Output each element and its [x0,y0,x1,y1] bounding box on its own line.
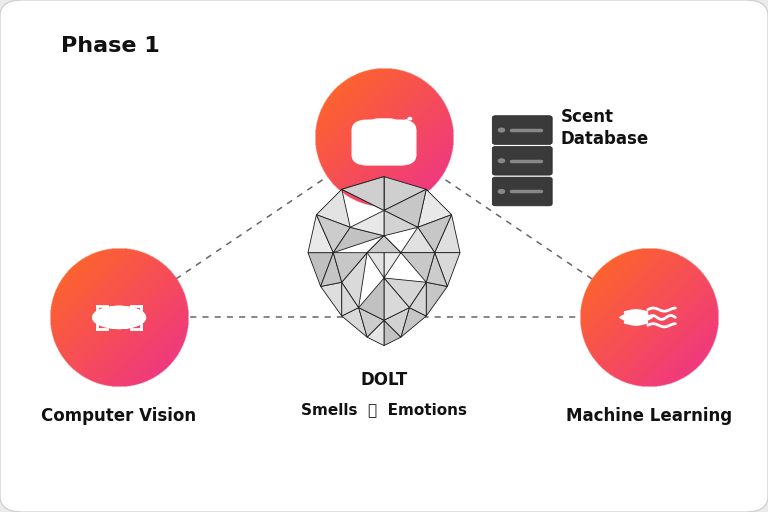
Circle shape [111,312,127,323]
Circle shape [408,117,412,120]
Polygon shape [384,308,409,337]
Polygon shape [342,177,384,210]
Text: Phase 1: Phase 1 [61,36,161,56]
Polygon shape [367,236,384,278]
Polygon shape [333,253,367,282]
FancyBboxPatch shape [492,146,552,175]
Circle shape [115,315,123,320]
FancyBboxPatch shape [492,116,552,144]
Text: Scent
Database: Scent Database [561,108,649,148]
Polygon shape [321,253,342,287]
Circle shape [498,189,505,194]
Polygon shape [426,282,447,316]
Circle shape [408,122,412,124]
Text: Machine Learning: Machine Learning [566,407,732,425]
Polygon shape [342,282,359,316]
Polygon shape [350,210,384,236]
FancyBboxPatch shape [492,177,552,206]
Text: DOLT: DOLT [360,371,408,389]
Polygon shape [359,278,384,321]
Polygon shape [321,282,342,316]
Polygon shape [384,177,426,210]
Polygon shape [384,189,426,227]
Polygon shape [333,227,384,253]
Polygon shape [316,215,350,253]
Polygon shape [111,307,145,328]
Polygon shape [384,321,401,346]
Polygon shape [401,308,426,337]
Polygon shape [308,253,333,287]
Circle shape [498,158,505,163]
Polygon shape [342,177,384,210]
Polygon shape [384,236,401,278]
Text: Smells  🧠  Emotions: Smells 🧠 Emotions [301,402,467,417]
Polygon shape [409,282,426,316]
FancyBboxPatch shape [370,119,398,136]
Polygon shape [435,253,460,287]
Polygon shape [384,210,418,236]
Circle shape [399,123,406,128]
Polygon shape [384,278,426,308]
Polygon shape [401,253,435,282]
Polygon shape [367,321,384,346]
Polygon shape [342,308,367,337]
Polygon shape [342,253,367,308]
Polygon shape [435,215,460,253]
Polygon shape [418,189,452,227]
Text: Computer Vision: Computer Vision [41,407,197,425]
Circle shape [498,127,505,133]
Polygon shape [316,189,350,227]
Polygon shape [93,307,145,328]
Polygon shape [359,308,384,337]
Polygon shape [308,215,333,253]
Polygon shape [367,236,401,253]
Polygon shape [384,278,409,321]
Polygon shape [401,227,435,253]
Circle shape [405,120,408,122]
Polygon shape [418,215,452,253]
Polygon shape [620,310,653,325]
FancyBboxPatch shape [353,120,415,165]
Polygon shape [426,253,447,287]
